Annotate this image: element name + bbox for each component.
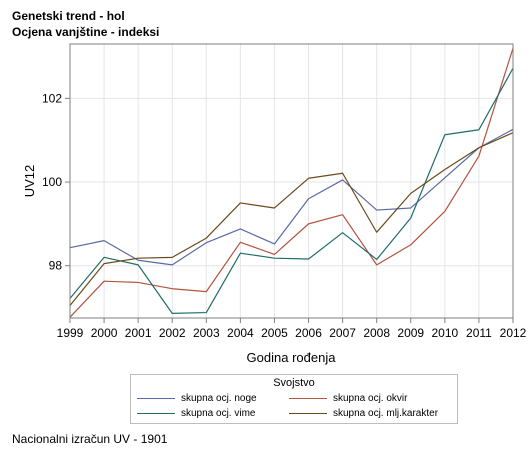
x-tick-label: 2003 (193, 326, 220, 340)
x-axis-label: Godina rođenja (247, 350, 337, 365)
legend-swatch-noge (137, 398, 175, 399)
legend-item-noge: skupna ocj. noge (137, 393, 257, 404)
x-tick-label: 2008 (363, 326, 390, 340)
x-tick-label: 2005 (261, 326, 288, 340)
legend-item-okvir: skupna ocj. okvir (289, 393, 407, 404)
y-tick-label: 100 (42, 175, 62, 189)
legend-title: Svojstvo (273, 377, 315, 389)
x-tick-label: 2002 (159, 326, 186, 340)
y-tick-label: 102 (42, 91, 62, 105)
legend-swatch-mlj-karakter (289, 413, 327, 414)
x-tick-label: 2004 (227, 326, 254, 340)
y-tick-label: 98 (49, 259, 63, 273)
legend-swatch-okvir (289, 398, 327, 399)
x-tick-label: 2010 (431, 326, 458, 340)
legend-swatch-vime (137, 413, 175, 414)
x-tick-label: 1999 (57, 326, 84, 340)
legend-label-mlj-karakter: skupna ocj. mlj.karakter (333, 408, 439, 419)
x-tick-label: 2011 (466, 326, 492, 340)
legend-label-vime: skupna ocj. vime (181, 408, 256, 419)
legend-label-okvir: skupna ocj. okvir (333, 393, 408, 404)
x-tick-label: 2012 (500, 326, 527, 340)
legend-item-mlj-karakter: skupna ocj. mlj.karakter (289, 408, 438, 419)
x-tick-label: 2000 (91, 326, 118, 340)
y-axis-label: UV12 (22, 165, 37, 198)
legend: Svojstvo skupna ocj. noge skupna ocj. ok… (130, 374, 458, 424)
x-tick-label: 2009 (397, 326, 424, 340)
chart-subtitle: Ocjena vanjštine - indeksi (12, 25, 160, 39)
series-line-2 (69, 67, 514, 314)
series-line-1 (69, 48, 514, 318)
x-tick-label: 2006 (295, 326, 322, 340)
legend-item-vime: skupna ocj. vime (137, 408, 255, 419)
footnote: Nacionalni izračun UV - 1901 (12, 432, 168, 446)
series-line-0 (69, 128, 514, 266)
line-chart: 1999 2000 2001 2002 2003 2004 2005 2006 2007 2008… (22, 43, 527, 365)
x-tick-label: 2007 (329, 326, 356, 340)
x-tick-label: 2001 (125, 326, 152, 340)
chart-title: Genetski trend - hol (12, 9, 125, 23)
plot-area-frame (69, 43, 514, 319)
legend-label-noge: skupna ocj. noge (181, 393, 257, 404)
series-line-3 (69, 132, 514, 306)
